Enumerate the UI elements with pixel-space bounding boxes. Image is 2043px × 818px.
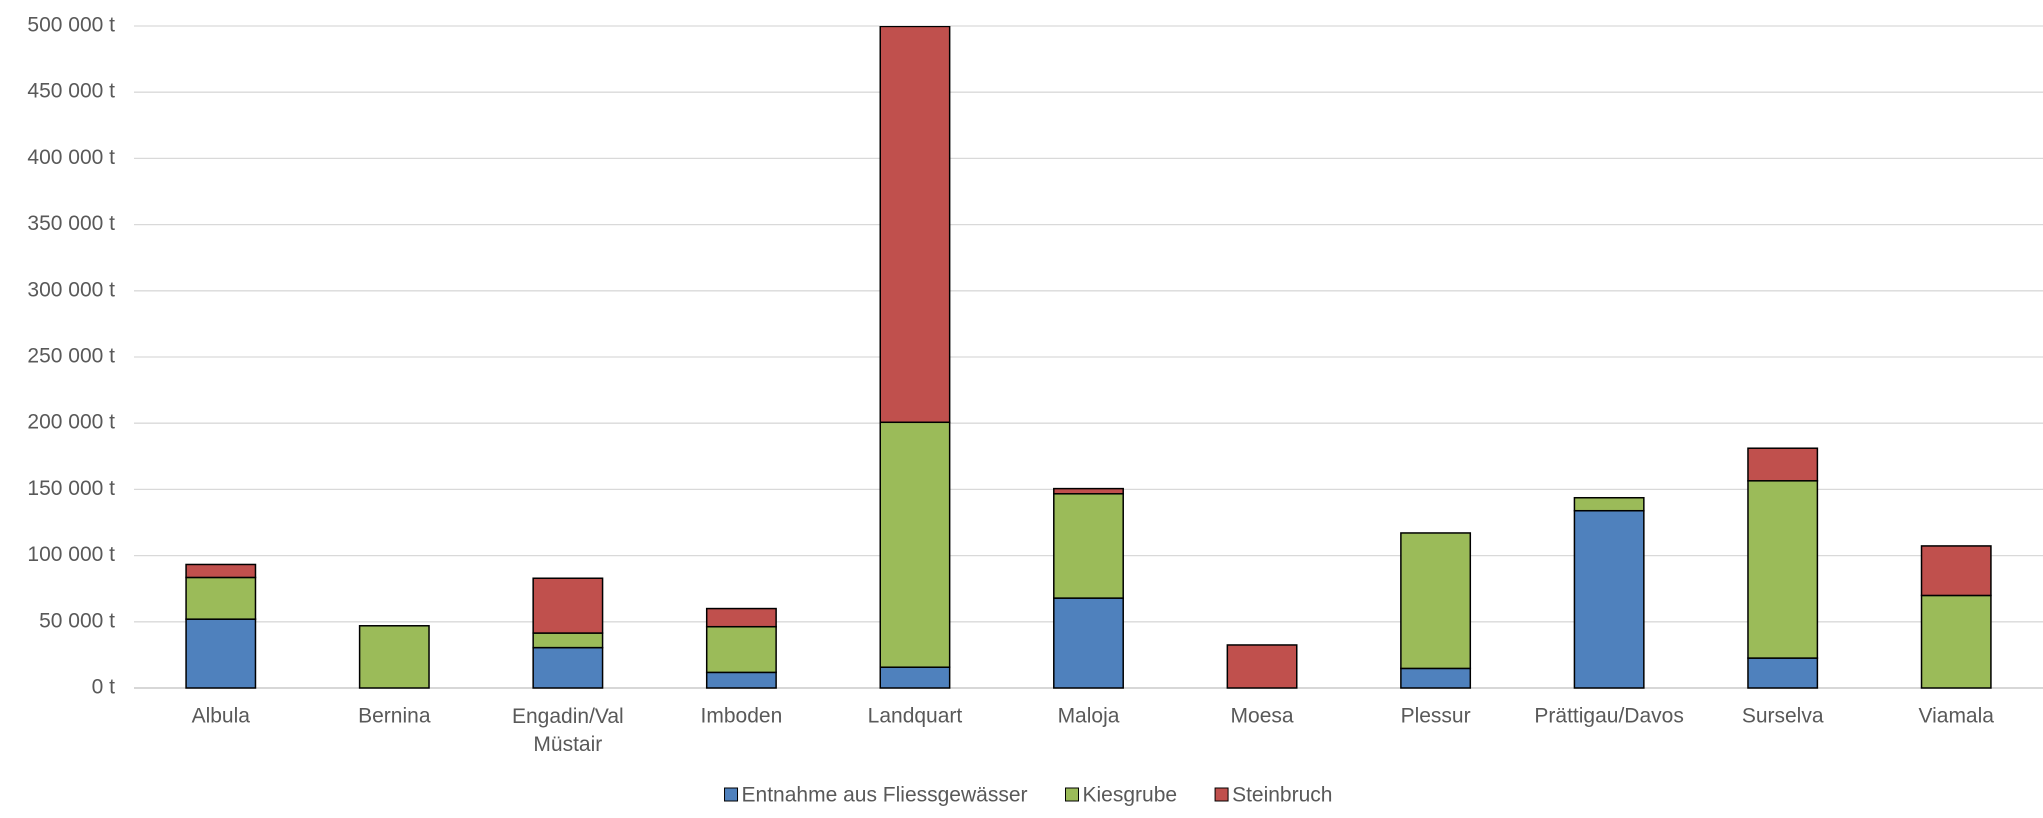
bar-segment — [1747, 447, 1819, 482]
x-tick-label: Viamala — [1918, 705, 1994, 728]
y-tick-label: 300 000 t — [27, 278, 115, 301]
bar-segment — [1226, 644, 1298, 689]
x-tick-label: Albula — [192, 705, 251, 728]
y-tick-label: 400 000 t — [27, 146, 115, 169]
x-tick-label: Landquart — [868, 705, 963, 728]
x-tick-label: Prättigau/Davos — [1534, 705, 1683, 728]
bar-segment — [185, 576, 257, 620]
bar-segment — [705, 671, 777, 689]
bar-segment — [532, 632, 604, 649]
x-tick-label: Bernina — [358, 705, 431, 728]
legend-label: Kiesgrube — [1083, 784, 1178, 807]
x-tick-label: Engadin/Val Müstair — [512, 705, 624, 756]
plot-area — [185, 26, 1992, 689]
legend-label: Steinbruch — [1232, 784, 1332, 807]
legend-swatch — [1214, 787, 1229, 802]
x-tick-label: Plessur — [1401, 705, 1471, 728]
bar-segment — [1573, 496, 1645, 512]
bar-segment — [879, 666, 951, 689]
bar-segment — [1747, 480, 1819, 659]
bar-segment — [1053, 493, 1124, 599]
bar-segment — [358, 625, 430, 689]
y-tick-label: 0 t — [92, 676, 116, 699]
bar-segment — [185, 618, 257, 689]
bar-segment — [185, 563, 257, 579]
bar-segment — [1400, 667, 1472, 689]
legend: Entnahme aus Fliessgewässer Kiesgrube Stei… — [724, 784, 1332, 807]
x-tick-label: Maloja — [1058, 705, 1120, 728]
bar-segment — [879, 26, 951, 424]
legend-swatch — [724, 787, 739, 802]
y-tick-label: 250 000 t — [27, 345, 115, 368]
y-tick-label: 50 000 t — [39, 609, 115, 632]
bar-segment — [879, 421, 951, 668]
bar-segment — [1053, 597, 1124, 689]
bar-segment — [1053, 487, 1124, 495]
bar-segment — [705, 625, 777, 674]
y-tick-label: 500 000 t — [27, 14, 115, 37]
bar-segment — [1920, 545, 1992, 597]
x-tick-label: Moesa — [1231, 705, 1294, 728]
bar-segment — [1400, 532, 1472, 670]
x-tick-label: Imboden — [701, 705, 783, 728]
legend-swatch — [1065, 787, 1080, 802]
bar-segment — [1747, 657, 1819, 689]
x-tick-label: Surselva — [1742, 705, 1824, 728]
bar-segment — [1573, 509, 1645, 689]
y-tick-label: 350 000 t — [27, 212, 115, 235]
legend-label: Entnahme aus Fliessgewässer — [742, 784, 1028, 807]
bar-segment — [705, 607, 777, 628]
y-tick-label: 150 000 t — [27, 477, 115, 500]
bar-segment — [532, 646, 604, 689]
y-tick-label: 450 000 t — [27, 80, 115, 103]
bar-segment — [1920, 594, 1992, 689]
bar-segment — [532, 577, 604, 634]
y-tick-label: 200 000 t — [27, 411, 115, 434]
y-tick-label: 100 000 t — [27, 543, 115, 566]
